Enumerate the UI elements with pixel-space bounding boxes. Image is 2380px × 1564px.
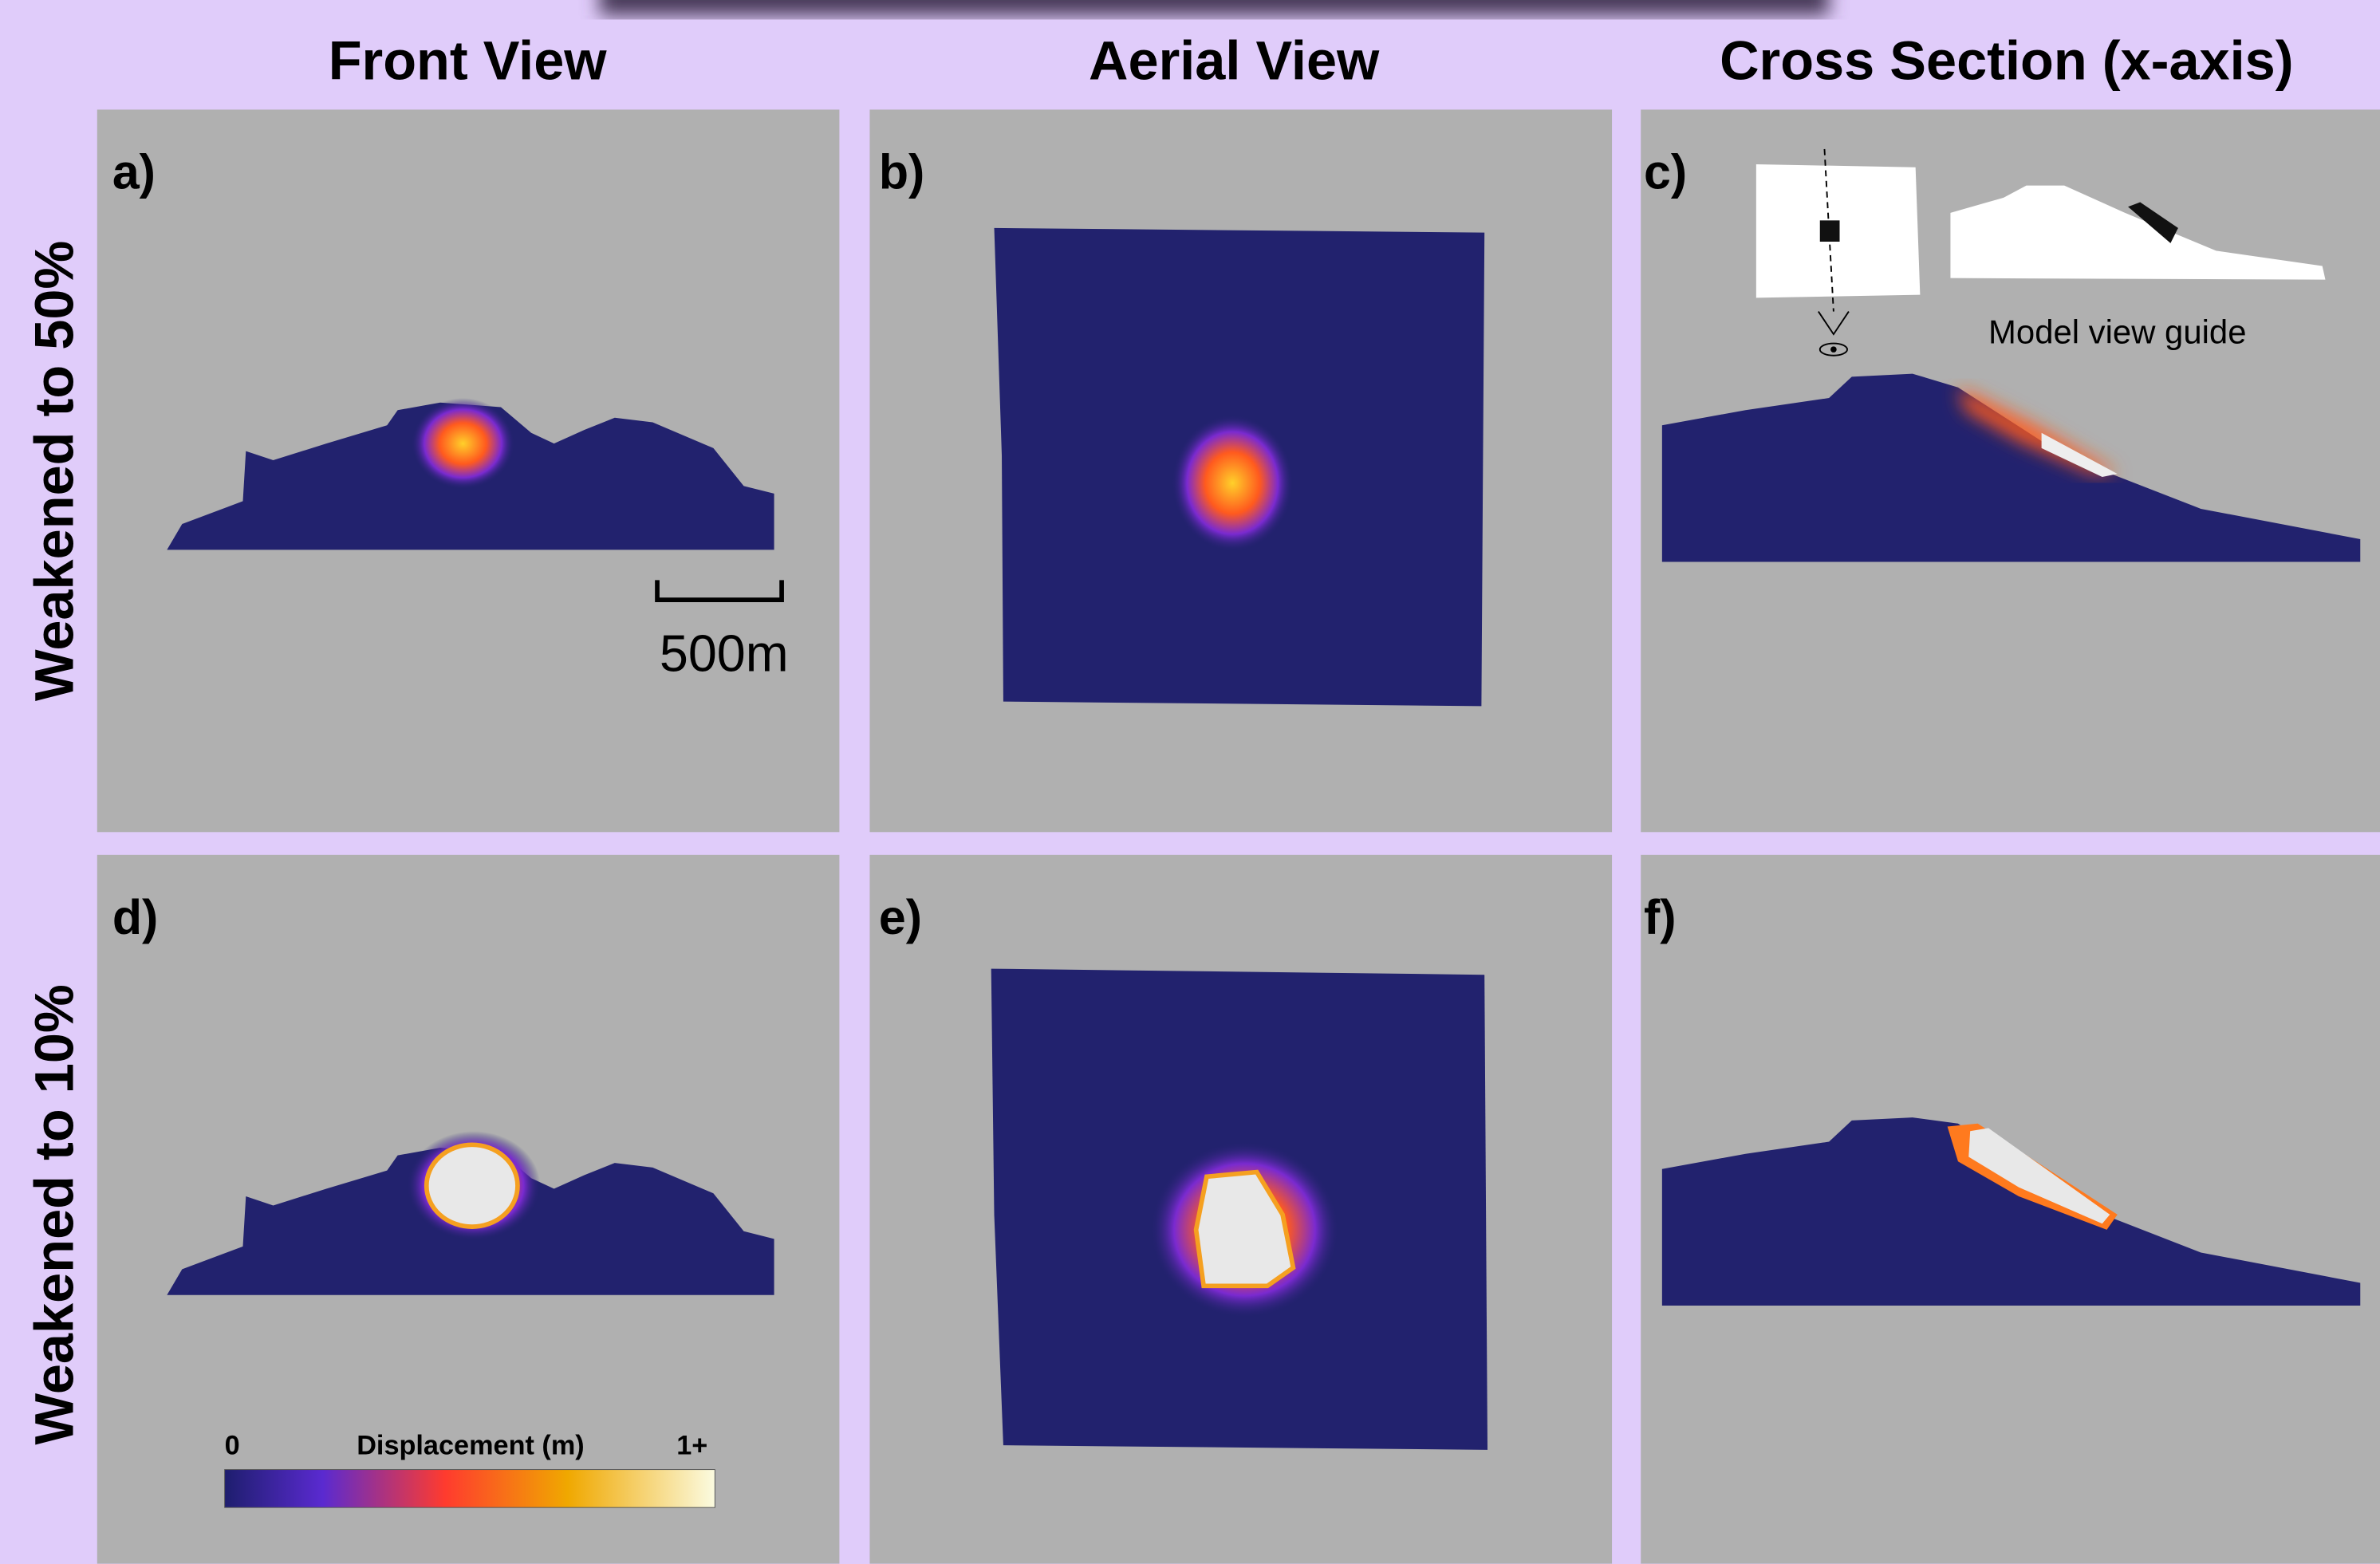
column-header: Front View (329, 30, 608, 91)
displacement-zone (427, 1144, 518, 1227)
column-header: Cross Section (x-axis) (1720, 30, 2293, 91)
guide-label: Model view guide (1988, 313, 2246, 351)
colorbar-max: 1+ (676, 1431, 707, 1461)
colorbar-title: Displacement (m) (357, 1431, 585, 1461)
guide-block (1820, 220, 1840, 242)
colorbar-min: 0 (225, 1431, 240, 1461)
panel-label: f) (1644, 890, 1677, 944)
displacement-zone (412, 398, 514, 489)
panel-label: d) (112, 890, 158, 944)
guide-eye (1830, 346, 1837, 353)
panel-label: a) (112, 144, 156, 199)
displacement-zone (1172, 415, 1293, 551)
scale-label: 500m (660, 624, 789, 683)
colorbar-gradient (225, 1470, 715, 1508)
row-header: Weakened to 50% (23, 241, 85, 701)
panel-label: b) (879, 144, 924, 199)
page: Front View Aerial View Cross Section (x-… (0, 0, 2380, 1564)
shadow (600, 0, 1829, 15)
panel-label: c) (1644, 144, 1687, 199)
figure: Front View Aerial View Cross Section (x-… (0, 0, 2380, 1564)
row-header: Weakened to 10% (23, 984, 85, 1444)
column-header: Aerial View (1089, 30, 1380, 91)
panel-label: e) (879, 890, 922, 944)
